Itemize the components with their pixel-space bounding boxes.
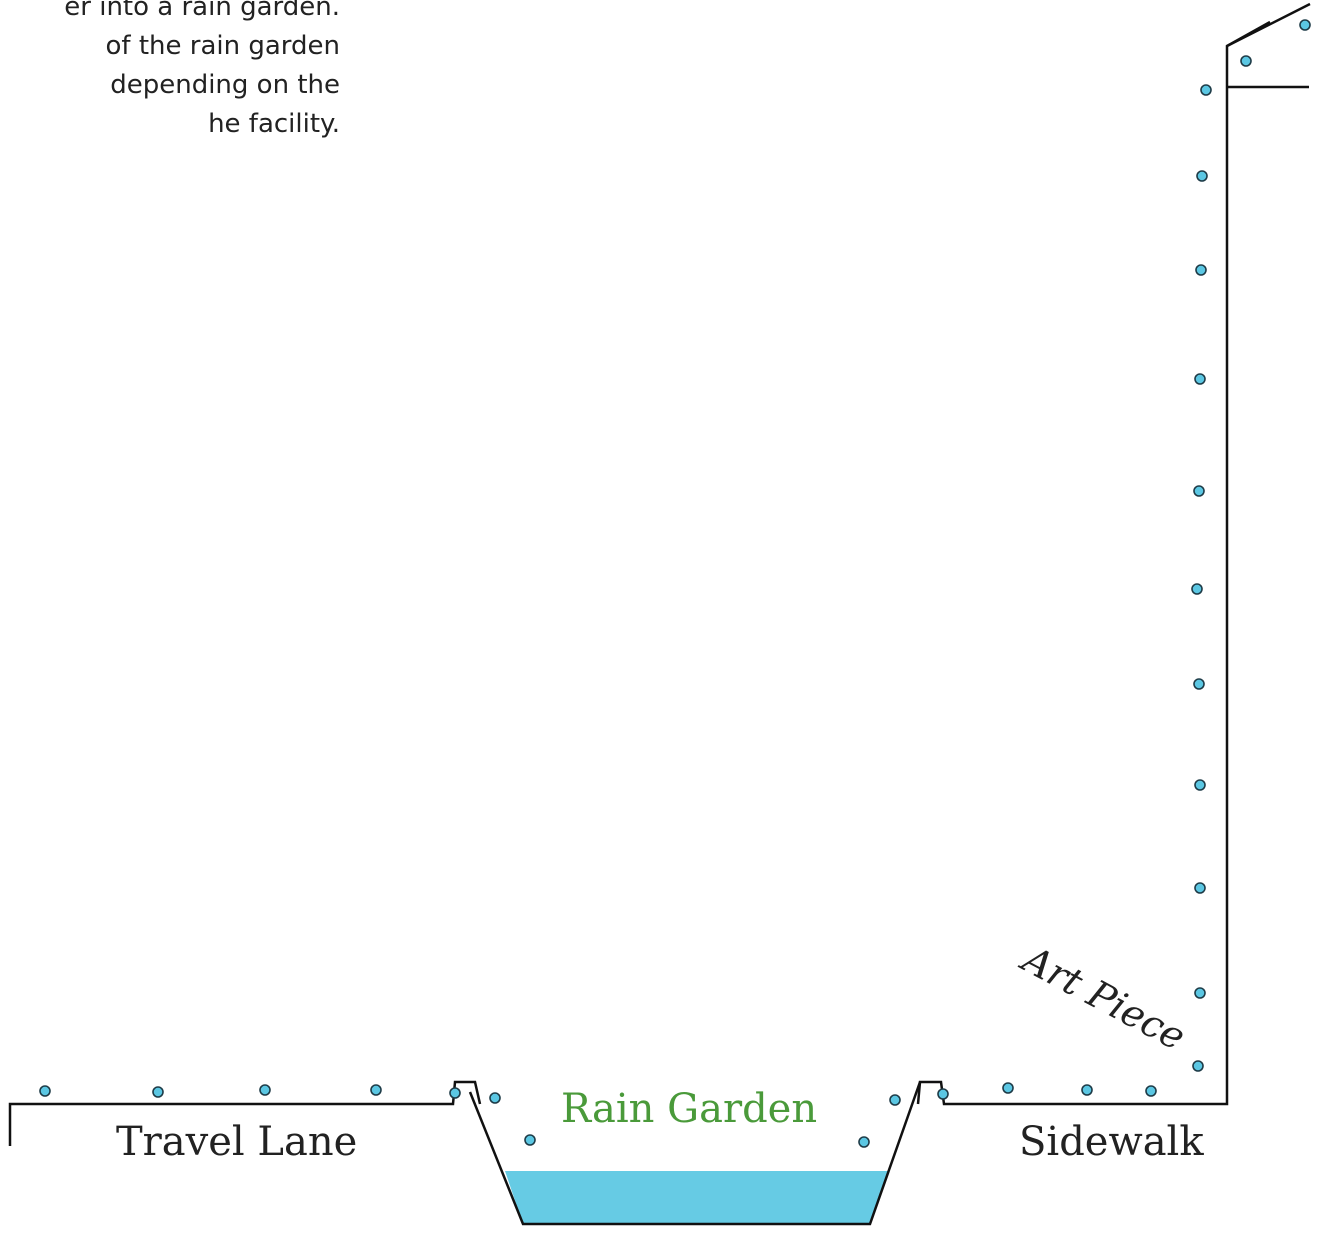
droplet — [152, 1086, 164, 1098]
rain-garden-label: Rain Garden — [561, 1086, 817, 1132]
droplet — [1194, 373, 1206, 385]
building-roof-line — [1226, 20, 1271, 48]
droplet — [1002, 1082, 1014, 1094]
droplet — [858, 1136, 870, 1148]
droplet — [1191, 583, 1203, 595]
droplet — [1196, 170, 1208, 182]
droplets — [39, 19, 1311, 1148]
travel-lane-label: Travel Lane — [116, 1119, 357, 1165]
sidewalk-and-wall-outline — [916, 2, 1311, 1106]
droplet — [1192, 1060, 1204, 1072]
droplet — [1200, 84, 1212, 96]
droplet — [1145, 1085, 1157, 1097]
droplet — [1195, 264, 1207, 276]
droplet — [1194, 779, 1206, 791]
sidewalk-label: Sidewalk — [1019, 1119, 1204, 1165]
art-piece-label: Art Piece — [1013, 936, 1193, 1059]
droplet — [449, 1087, 461, 1099]
intro-line-3: depending on the — [110, 70, 340, 100]
droplet — [1240, 55, 1252, 67]
droplet — [370, 1084, 382, 1096]
droplet — [259, 1084, 271, 1096]
droplet — [1081, 1084, 1093, 1096]
rain-garden-water — [505, 1171, 888, 1224]
droplet — [1299, 19, 1311, 31]
droplet — [489, 1092, 501, 1104]
droplet — [39, 1085, 51, 1097]
droplet — [889, 1094, 901, 1106]
droplet — [1193, 678, 1205, 690]
droplet — [1193, 485, 1205, 497]
droplet — [1194, 987, 1206, 999]
intro-line-1: er into a rain garden. — [64, 0, 340, 22]
intro-text: er into a rain garden. of the rain garde… — [0, 0, 340, 144]
droplet — [524, 1134, 536, 1146]
intro-line-4: he facility. — [208, 109, 340, 139]
rain-garden-basin — [468, 1081, 922, 1226]
droplet — [1194, 882, 1206, 894]
intro-line-2: of the rain garden — [105, 31, 341, 61]
droplet — [937, 1088, 949, 1100]
